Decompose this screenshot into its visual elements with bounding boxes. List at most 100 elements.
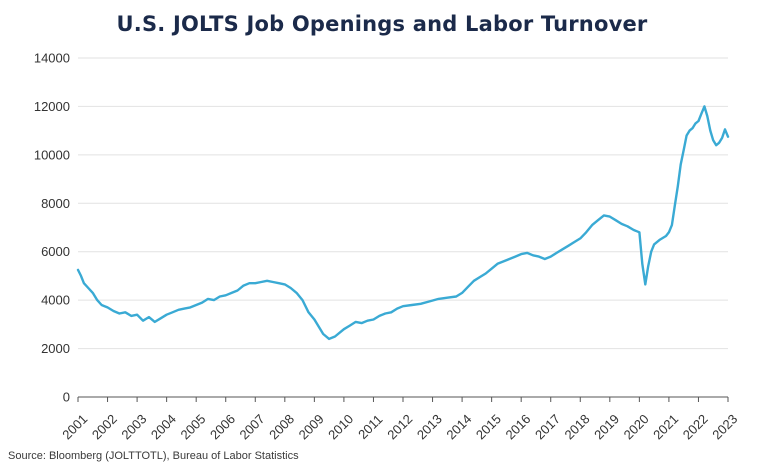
- data-point: [461, 292, 463, 294]
- data-point: [80, 275, 82, 277]
- data-point: [579, 237, 581, 239]
- x-tick-label: 2014: [443, 411, 474, 442]
- data-point: [148, 316, 150, 318]
- data-point: [313, 318, 315, 320]
- y-tick-label: 6000: [41, 244, 70, 259]
- data-point: [532, 254, 534, 256]
- data-point: [709, 129, 711, 131]
- data-point: [479, 276, 481, 278]
- x-tick-label: 2002: [89, 411, 120, 442]
- data-point: [446, 297, 448, 299]
- x-tick-label: 2016: [502, 411, 533, 442]
- data-point: [366, 320, 368, 322]
- y-tick-label: 2000: [41, 341, 70, 356]
- data-point: [278, 282, 280, 284]
- data-point: [428, 300, 430, 302]
- data-point: [343, 328, 345, 330]
- data-point: [92, 292, 94, 294]
- data-point: [455, 295, 457, 297]
- data-point: [322, 333, 324, 335]
- x-tick-label: 2015: [473, 411, 504, 442]
- data-point: [142, 320, 144, 322]
- x-tick-label: 2008: [266, 411, 297, 442]
- series-layer: [76, 105, 730, 341]
- data-point: [118, 312, 120, 314]
- data-point: [372, 318, 374, 320]
- data-point: [665, 235, 667, 237]
- data-point: [603, 214, 605, 216]
- data-point: [485, 272, 487, 274]
- data-point: [411, 304, 413, 306]
- data-point: [219, 295, 221, 297]
- data-point: [674, 205, 676, 207]
- data-point: [390, 311, 392, 313]
- axis-layer: [77, 396, 729, 402]
- data-point: [644, 283, 646, 285]
- data-point: [254, 282, 256, 284]
- x-tick-label: 2001: [59, 411, 90, 442]
- data-point: [597, 219, 599, 221]
- data-point: [355, 321, 357, 323]
- data-point: [165, 314, 167, 316]
- y-tick-label: 4000: [41, 293, 70, 308]
- x-tick-label: 2012: [384, 411, 415, 442]
- data-point: [106, 306, 108, 308]
- data-point: [653, 243, 655, 245]
- data-point: [242, 284, 244, 286]
- x-tick-label: 2018: [562, 411, 593, 442]
- data-point: [544, 258, 546, 260]
- data-point: [420, 303, 422, 305]
- data-point: [615, 219, 617, 221]
- data-point: [77, 269, 79, 271]
- x-tick-label: 2007: [237, 411, 268, 442]
- data-point: [177, 309, 179, 311]
- data-point: [609, 215, 611, 217]
- data-point: [225, 294, 227, 296]
- grid-layer: [78, 57, 728, 350]
- data-point: [671, 224, 673, 226]
- data-point: [272, 281, 274, 283]
- data-point: [83, 282, 85, 284]
- data-point: [668, 231, 670, 233]
- data-point: [318, 326, 320, 328]
- x-tick-label: 2022: [680, 411, 711, 442]
- data-point: [437, 298, 439, 300]
- data-point: [691, 127, 693, 129]
- data-point: [130, 315, 132, 317]
- y-tick-label: 14000: [34, 51, 70, 66]
- data-point: [213, 299, 215, 301]
- data-point: [334, 335, 336, 337]
- x-tick-label: 2020: [621, 411, 652, 442]
- data-point: [284, 283, 286, 285]
- data-point: [697, 120, 699, 122]
- data-point: [295, 292, 297, 294]
- data-point: [496, 263, 498, 265]
- data-point: [724, 128, 726, 130]
- data-point: [112, 310, 114, 312]
- data-point: [727, 136, 729, 138]
- data-point: [703, 105, 705, 107]
- y-tick-label: 0: [63, 390, 70, 405]
- data-point: [688, 129, 690, 131]
- data-point: [641, 263, 643, 265]
- data-point: [328, 338, 330, 340]
- data-point: [626, 225, 628, 227]
- data-point: [620, 223, 622, 225]
- data-point: [638, 231, 640, 233]
- data-point: [585, 231, 587, 233]
- x-tick-label: 2006: [207, 411, 238, 442]
- data-point: [712, 139, 714, 141]
- data-point: [266, 280, 268, 282]
- data-point: [378, 315, 380, 317]
- x-tick-label: 2021: [650, 411, 681, 442]
- x-tick-label: 2011: [355, 412, 385, 442]
- data-point: [236, 289, 238, 291]
- data-point: [490, 268, 492, 270]
- data-point: [349, 324, 351, 326]
- data-point: [473, 280, 475, 282]
- data-point: [550, 255, 552, 257]
- x-tick-label: 2004: [148, 411, 179, 442]
- y-tick-label: 12000: [34, 99, 70, 114]
- data-point: [685, 134, 687, 136]
- data-point: [520, 253, 522, 255]
